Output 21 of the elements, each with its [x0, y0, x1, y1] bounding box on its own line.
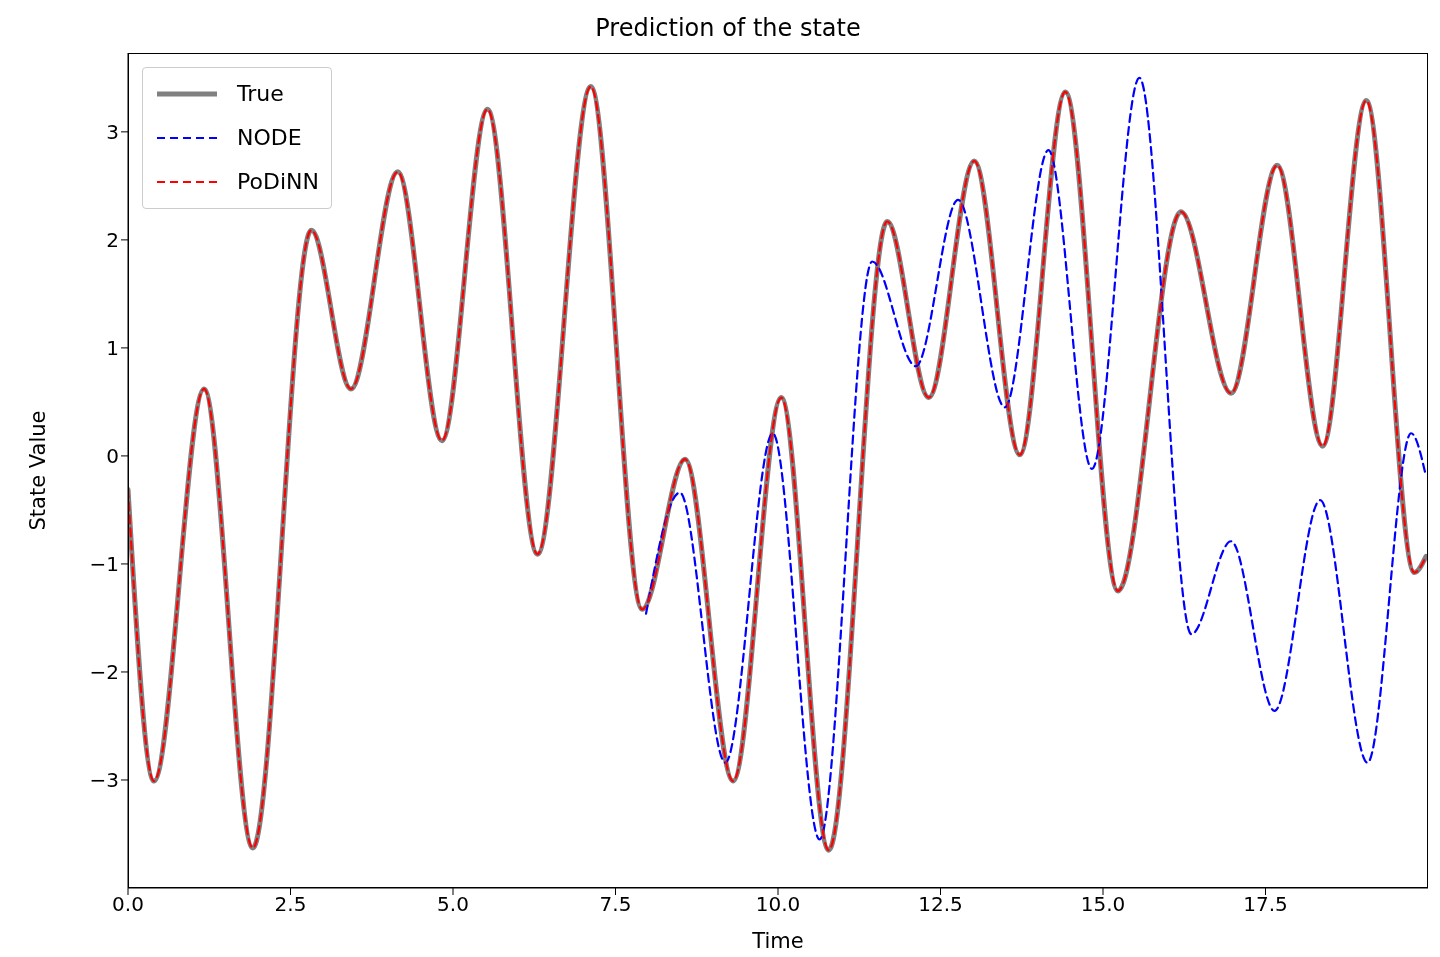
y-tick-label: −2: [89, 660, 119, 685]
y-tick-label: 0: [106, 444, 119, 469]
x-tick-label: 17.5: [1243, 892, 1288, 917]
y-tick-label: 1: [106, 336, 119, 360]
x-tick-label: 7.5: [599, 892, 632, 917]
x-tick-label: 12.5: [918, 892, 963, 917]
y-tick-label: 3: [106, 119, 119, 144]
x-tick-label: 5.0: [437, 892, 469, 917]
x-tick-label: 10.0: [755, 892, 801, 917]
x-axis-title: Time: [751, 929, 804, 953]
y-axis-title: State Value: [26, 410, 51, 531]
legend-label: PoDiNN: [237, 168, 319, 196]
x-tick-label: 15.0: [1080, 892, 1126, 917]
x-tick-label: 2.5: [274, 892, 307, 917]
y-tick-label: 2: [106, 227, 119, 252]
chart-title: Prediction of the state: [594, 14, 862, 42]
y-tick-label: −1: [89, 552, 119, 577]
legend-label: True: [237, 80, 284, 108]
y-tick-label: −3: [89, 768, 119, 793]
legend-label: NODE: [237, 124, 302, 152]
x-tick-label: 0.0: [112, 892, 144, 917]
